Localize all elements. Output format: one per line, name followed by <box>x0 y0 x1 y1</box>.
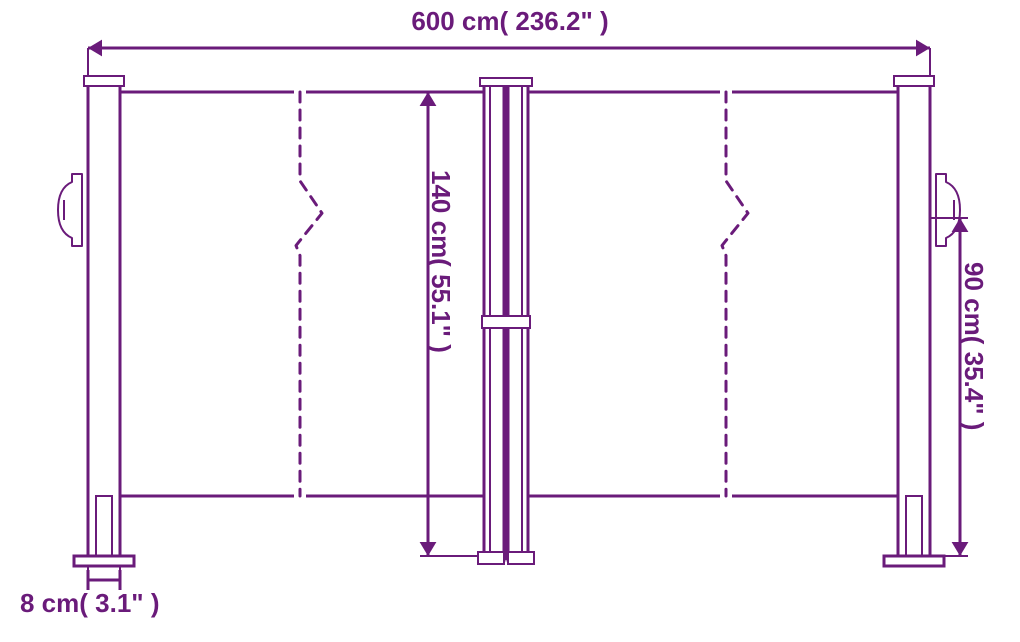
dim-post-width: 8 cm( 3.1" ) <box>20 588 160 619</box>
dim-height-side: 90 cm( 35.4" ) <box>958 262 989 430</box>
dim-height-main: 140 cm( 55.1" ) <box>425 170 456 353</box>
dim-total-width: 600 cm( 236.2" ) <box>411 6 608 37</box>
